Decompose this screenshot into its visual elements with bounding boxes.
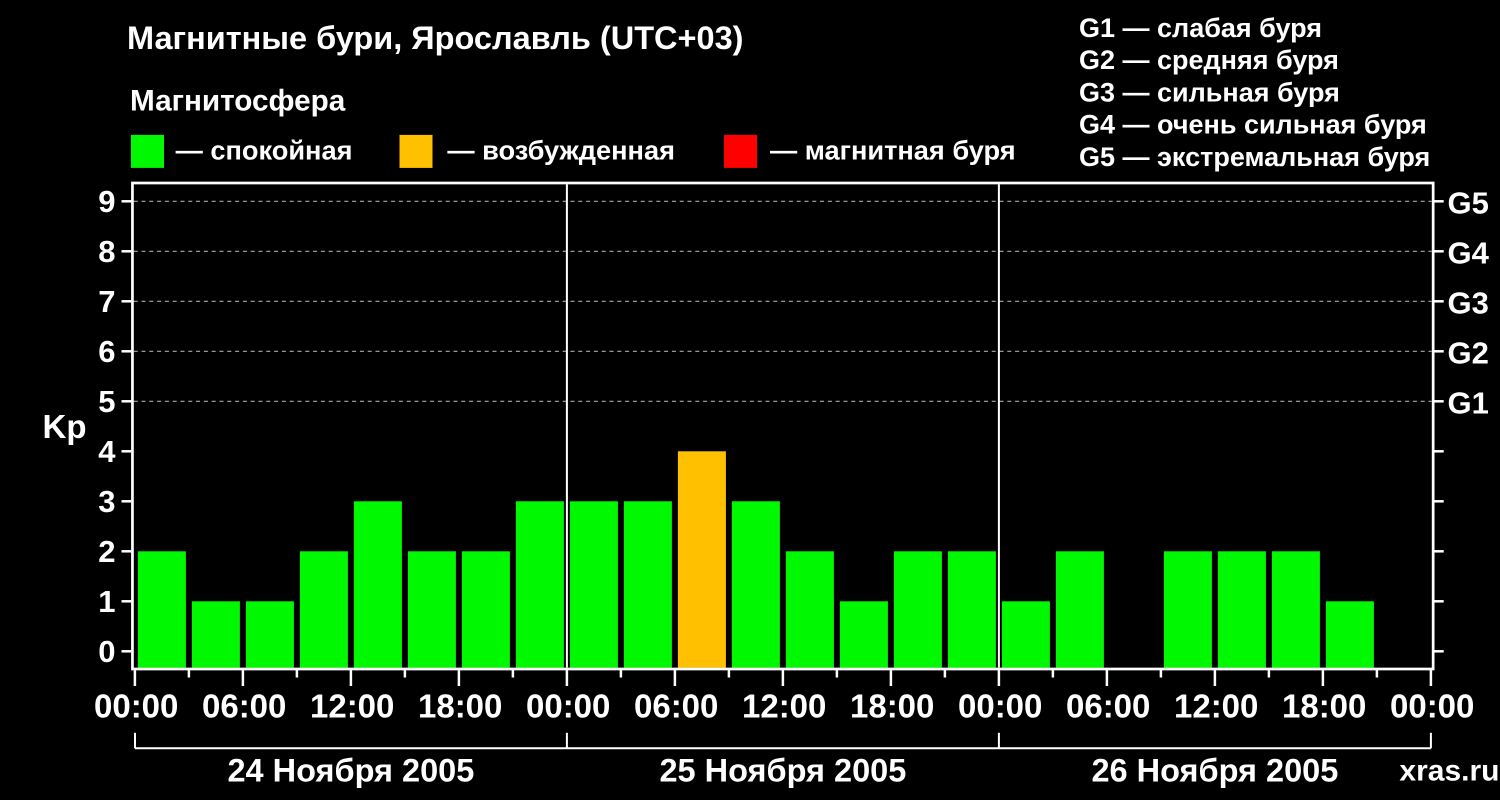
svg-text:G2 — средняя буря: G2 — средняя буря — [1079, 45, 1339, 75]
svg-text:xras.ru: xras.ru — [1399, 755, 1499, 788]
svg-text:12:00: 12:00 — [742, 688, 826, 725]
svg-text:Kp: Kp — [43, 408, 87, 445]
svg-text:G3 — сильная буря: G3 — сильная буря — [1079, 77, 1340, 107]
svg-text:5: 5 — [98, 384, 115, 419]
svg-text:— возбужденная: — возбужденная — [447, 135, 675, 166]
svg-text:4: 4 — [98, 434, 116, 469]
svg-text:G1: G1 — [1448, 385, 1489, 420]
svg-text:00:00: 00:00 — [94, 688, 178, 725]
svg-text:G4 — очень сильная буря: G4 — очень сильная буря — [1079, 110, 1427, 140]
svg-text:25 Ноября 2005: 25 Ноября 2005 — [659, 752, 906, 788]
svg-text:8: 8 — [98, 234, 115, 269]
svg-text:1: 1 — [98, 584, 115, 619]
svg-text:9: 9 — [98, 184, 115, 219]
svg-text:06:00: 06:00 — [1066, 688, 1150, 725]
svg-text:G5: G5 — [1448, 185, 1489, 220]
svg-text:18:00: 18:00 — [850, 688, 934, 725]
svg-text:24 Ноября 2005: 24 Ноября 2005 — [227, 752, 474, 788]
svg-text:G4: G4 — [1448, 235, 1490, 270]
svg-text:— спокойная: — спокойная — [176, 135, 353, 166]
svg-text:G5 — экстремальная буря: G5 — экстремальная буря — [1079, 142, 1430, 172]
svg-text:12:00: 12:00 — [310, 688, 394, 725]
svg-text:00:00: 00:00 — [526, 688, 610, 725]
svg-text:G3: G3 — [1448, 285, 1489, 320]
svg-text:Магнитные бури, Ярославль (UTC: Магнитные бури, Ярославль (UTC+03) — [127, 20, 743, 56]
svg-text:00:00: 00:00 — [1390, 688, 1474, 725]
svg-text:— магнитная буря: — магнитная буря — [770, 135, 1016, 166]
svg-text:2: 2 — [98, 534, 115, 569]
svg-text:G2: G2 — [1448, 335, 1489, 370]
svg-text:06:00: 06:00 — [202, 688, 286, 725]
svg-text:06:00: 06:00 — [634, 688, 718, 725]
svg-text:18:00: 18:00 — [1282, 688, 1366, 725]
svg-text:6: 6 — [98, 334, 115, 369]
svg-text:26 Ноября 2005: 26 Ноября 2005 — [1091, 752, 1338, 788]
svg-text:Магнитосфера: Магнитосфера — [130, 84, 346, 117]
svg-text:18:00: 18:00 — [418, 688, 502, 725]
svg-text:12:00: 12:00 — [1174, 688, 1258, 725]
svg-text:3: 3 — [98, 484, 115, 519]
svg-text:7: 7 — [98, 284, 115, 319]
svg-text:0: 0 — [98, 634, 115, 669]
svg-text:00:00: 00:00 — [958, 688, 1042, 725]
svg-text:G1 — слабая буря: G1 — слабая буря — [1079, 13, 1322, 43]
